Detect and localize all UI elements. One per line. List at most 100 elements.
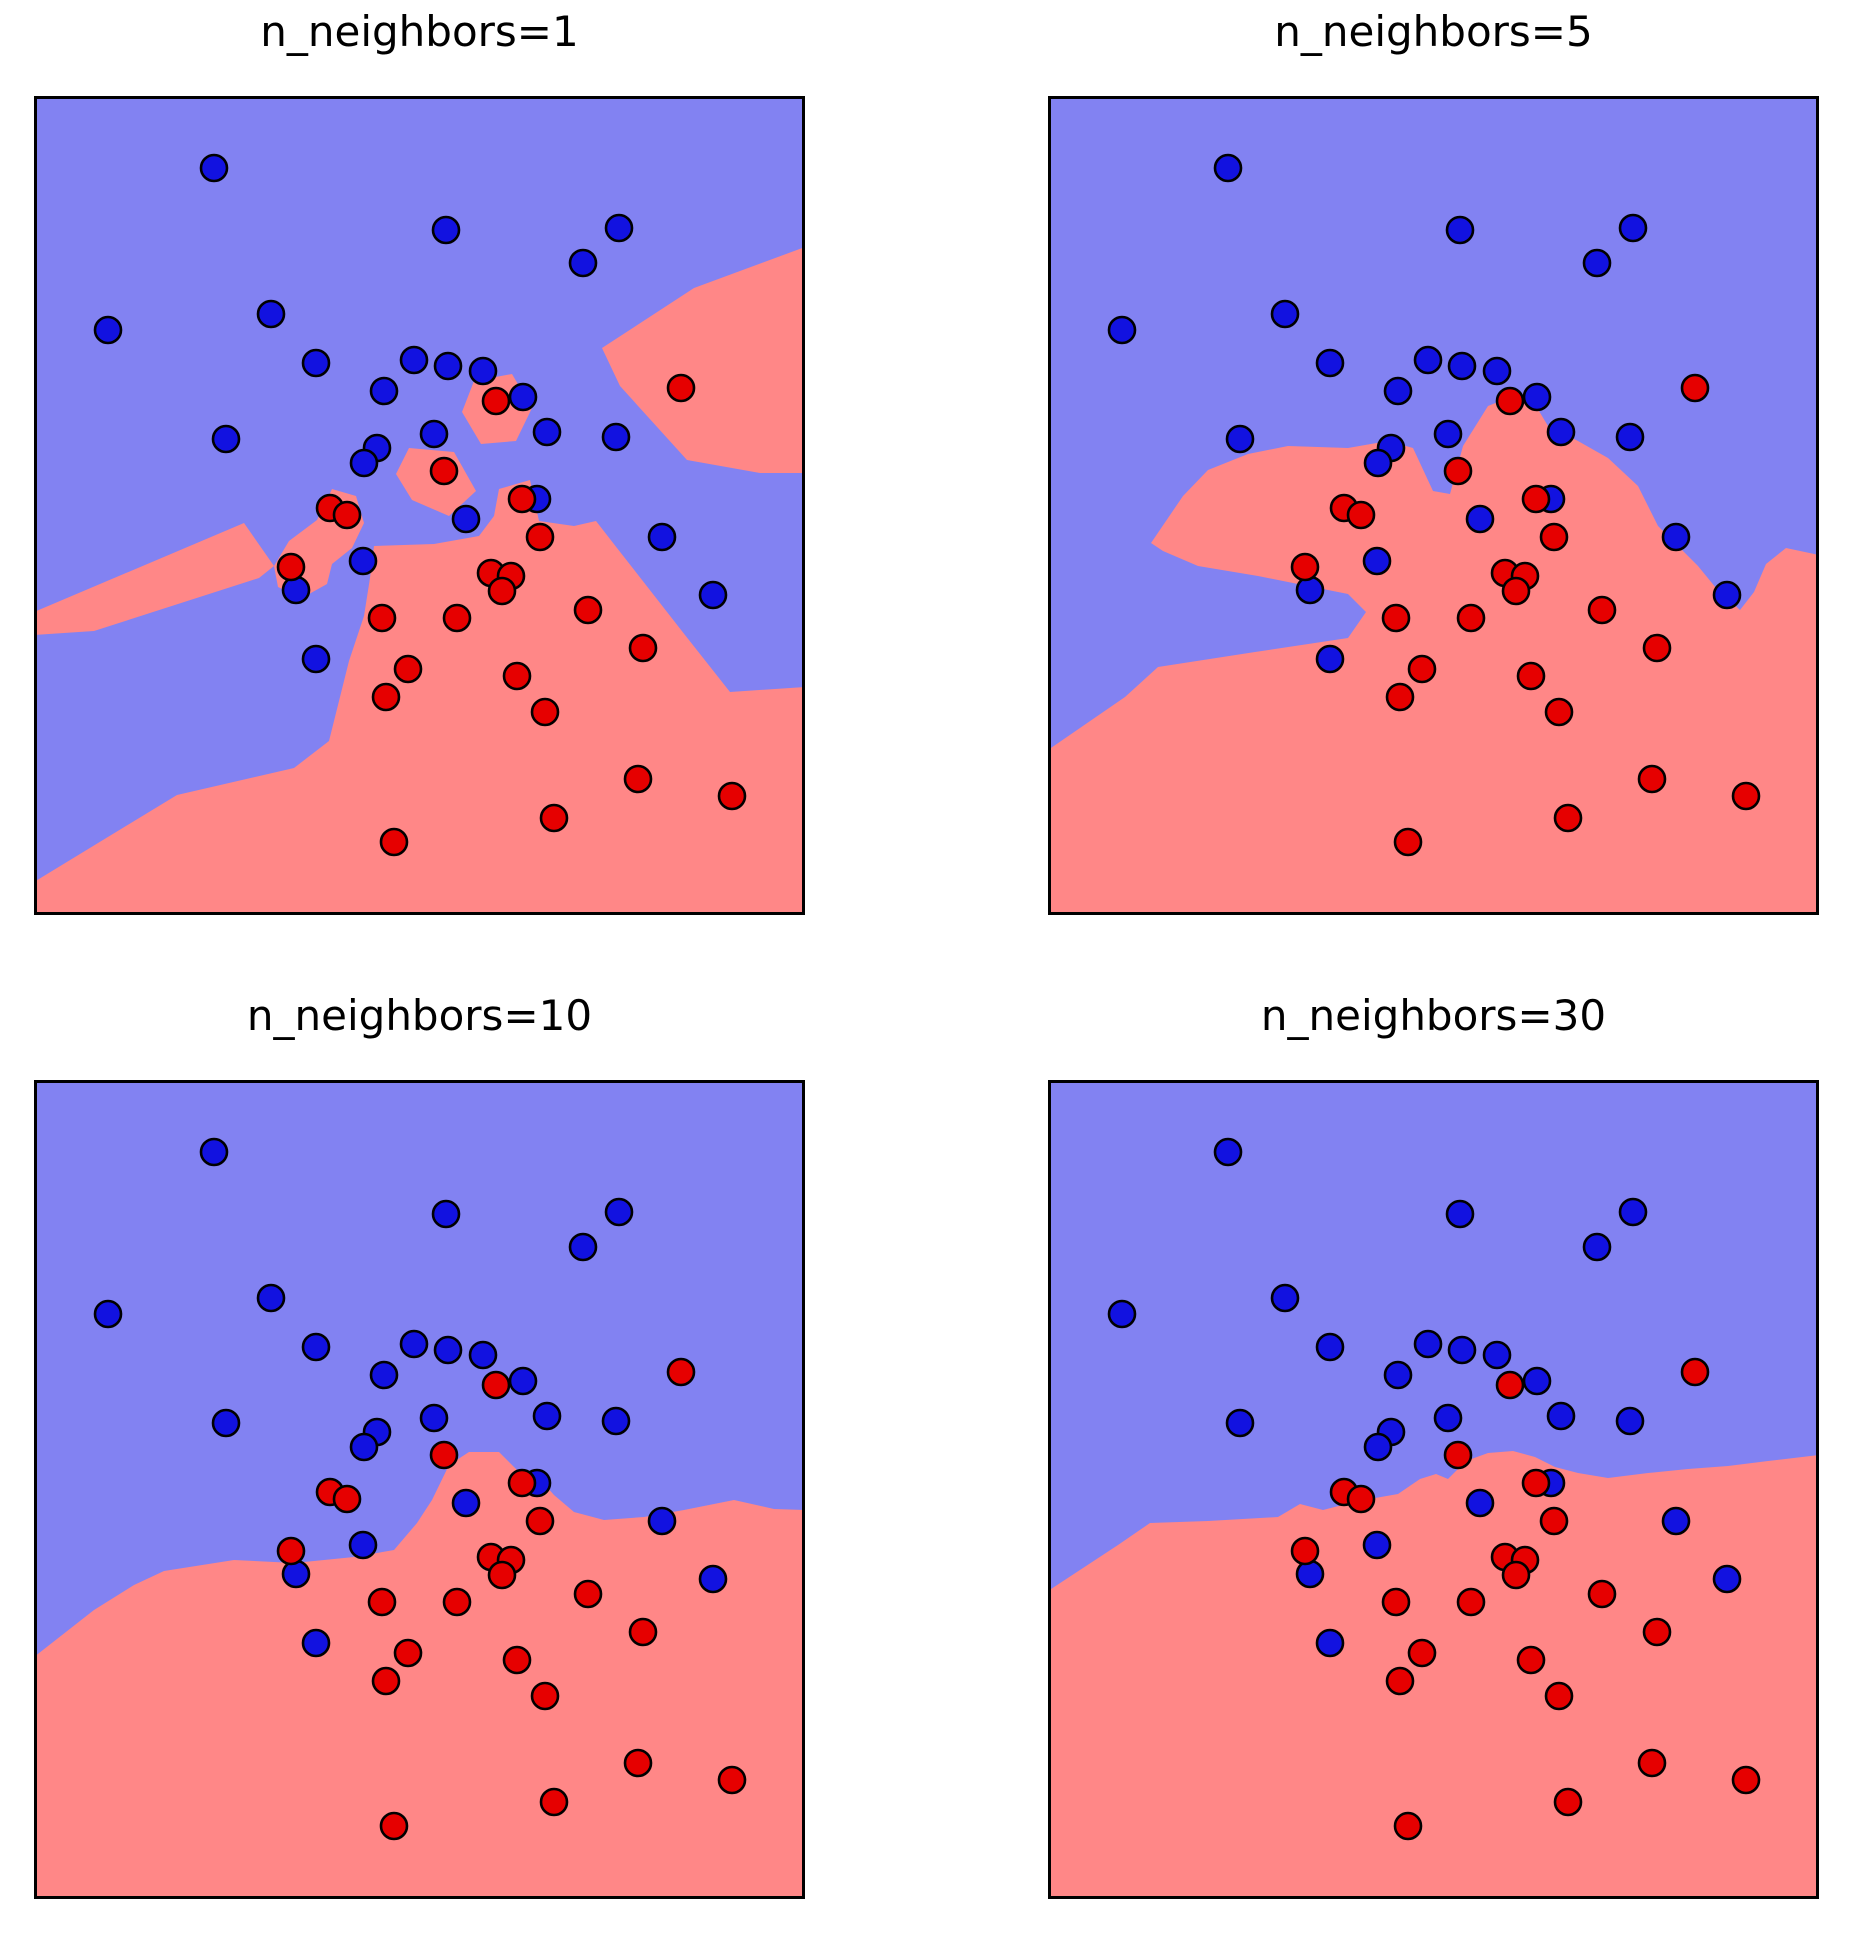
data-point-class1: [1680, 1357, 1710, 1387]
data-point-class0: [199, 1137, 229, 1167]
data-point-class0: [1295, 1559, 1325, 1589]
data-point-class1: [1501, 1560, 1531, 1590]
data-point-class1: [573, 1579, 603, 1609]
data-point-class1: [1642, 1617, 1672, 1647]
data-point-class1: [1731, 781, 1761, 811]
data-point-class0: [451, 1488, 481, 1518]
data-point-class0: [1107, 315, 1137, 345]
region-class1: [34, 523, 274, 635]
data-point-class0: [1615, 422, 1645, 452]
subplot-title-n1: n_neighbors=1: [260, 7, 579, 56]
data-point-class1: [530, 1681, 560, 1711]
data-point-class0: [1712, 580, 1742, 610]
data-point-class1: [525, 1506, 555, 1536]
data-point-class1: [429, 456, 459, 486]
data-point-class1: [393, 1638, 423, 1668]
region-class1: [1048, 396, 1819, 915]
axes-frame: [34, 96, 805, 915]
data-point-class1: [1443, 456, 1473, 486]
data-point-class1: [1539, 522, 1569, 552]
data-point-class1: [1385, 682, 1415, 712]
data-point-class1: [1544, 697, 1574, 727]
data-point-class1: [487, 576, 517, 606]
data-point-class1: [1539, 1506, 1569, 1536]
data-point-class0: [1362, 1530, 1392, 1560]
data-point-class1: [1443, 1440, 1473, 1470]
data-point-class0: [1447, 1335, 1477, 1365]
data-point-class0: [349, 448, 379, 478]
decision-boundary-plot: [34, 1080, 805, 1899]
data-point-class0: [451, 504, 481, 534]
data-point-class1: [481, 386, 511, 416]
data-point-class0: [1225, 424, 1255, 454]
data-point-class1: [442, 603, 472, 633]
data-point-class1: [1346, 1484, 1376, 1514]
data-point-class0: [601, 422, 631, 452]
data-point-class1: [442, 1587, 472, 1617]
data-point-class1: [1393, 827, 1423, 857]
data-point-class0: [1447, 351, 1477, 381]
data-point-class1: [367, 1587, 397, 1617]
data-point-class0: [211, 424, 241, 454]
data-point-class0: [348, 546, 378, 576]
data-point-class0: [1295, 575, 1325, 605]
data-point-class1: [502, 661, 532, 691]
data-point-class0: [1615, 1406, 1645, 1436]
data-point-class0: [1213, 1137, 1243, 1167]
data-point-class0: [1270, 1283, 1300, 1313]
data-point-class0: [508, 382, 538, 412]
data-point-class1: [628, 633, 658, 663]
data-point-class0: [281, 1559, 311, 1589]
data-point-class1: [507, 484, 537, 514]
data-point-class0: [1582, 248, 1612, 278]
data-point-class0: [399, 1329, 429, 1359]
axes-frame: [34, 1080, 805, 1899]
data-point-class0: [1363, 1432, 1393, 1462]
subplot-title-n10: n_neighbors=10: [246, 991, 593, 1040]
data-point-class0: [349, 1432, 379, 1462]
data-point-class0: [1582, 1232, 1612, 1262]
data-point-class1: [1495, 1370, 1525, 1400]
data-point-class0: [1522, 1366, 1552, 1396]
data-point-class0: [1315, 1332, 1345, 1362]
data-point-class0: [1213, 153, 1243, 183]
data-point-class0: [1413, 345, 1443, 375]
data-point-class0: [1383, 376, 1413, 406]
data-point-class1: [573, 595, 603, 625]
data-point-class0: [1661, 522, 1691, 552]
data-point-class1: [332, 500, 362, 530]
data-point-class0: [1522, 382, 1552, 412]
data-point-class1: [1407, 654, 1437, 684]
decision-boundary-plot: [1048, 1080, 1819, 1899]
subplot-panel-n30: [1048, 1080, 1819, 1899]
data-point-class0: [301, 1332, 331, 1362]
data-point-class0: [399, 345, 429, 375]
data-point-class1: [371, 1666, 401, 1696]
data-point-class0: [604, 1197, 634, 1227]
data-point-class0: [301, 644, 331, 674]
data-point-class1: [1680, 373, 1710, 403]
data-point-class0: [698, 580, 728, 610]
data-point-class0: [93, 315, 123, 345]
data-point-class0: [604, 213, 634, 243]
data-point-class0: [369, 1360, 399, 1390]
data-point-class1: [717, 781, 747, 811]
data-point-class0: [93, 1299, 123, 1329]
data-point-class0: [647, 522, 677, 552]
data-point-class0: [568, 1232, 598, 1262]
data-point-class1: [379, 1811, 409, 1841]
data-point-class0: [698, 1564, 728, 1594]
data-point-class1: [525, 522, 555, 552]
subplot-panel-n5: [1048, 96, 1819, 915]
data-point-class0: [508, 1366, 538, 1396]
data-point-class0: [532, 1401, 562, 1431]
subplot-panel-n1: [34, 96, 805, 915]
data-point-class1: [1553, 803, 1583, 833]
data-point-class0: [1712, 1564, 1742, 1594]
data-point-class1: [507, 1468, 537, 1498]
data-point-class0: [348, 1530, 378, 1560]
data-point-class1: [1290, 552, 1320, 582]
data-point-class0: [301, 348, 331, 378]
data-point-class1: [539, 803, 569, 833]
data-point-class1: [332, 1484, 362, 1514]
